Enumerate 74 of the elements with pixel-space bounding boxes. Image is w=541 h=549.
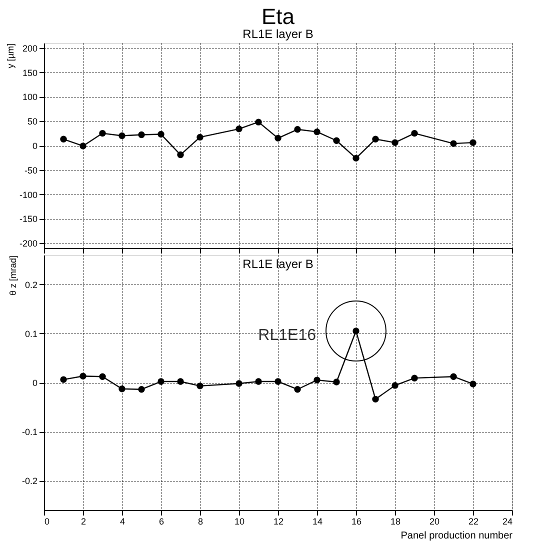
- point: [352, 154, 360, 162]
- point: [177, 151, 184, 158]
- x-tick-label: 18: [390, 516, 401, 526]
- point: [333, 378, 340, 386]
- point: [274, 134, 282, 142]
- y-tick-label: 0.2: [24, 280, 38, 290]
- x-tick-label: 24: [502, 516, 512, 526]
- point: [450, 140, 457, 147]
- point: [60, 376, 67, 383]
- chart-subtitle: RL1E layer B: [242, 27, 314, 41]
- x-tick-label: 20: [429, 516, 440, 526]
- y-tick-label: -0.2: [22, 476, 38, 486]
- point: [314, 376, 320, 384]
- y-tick-label: -0.1: [22, 427, 38, 438]
- point: [138, 131, 145, 138]
- point: [177, 378, 184, 385]
- y-tick-label: -50: [24, 165, 38, 176]
- point: [236, 126, 242, 132]
- y-axis-title: y [µm]: [5, 44, 16, 68]
- x-axis-title: Panel production number: [400, 530, 514, 542]
- point: [352, 328, 360, 334]
- point: [118, 132, 126, 140]
- y-tick-label: -150: [19, 214, 38, 224]
- y-tick-label: 100: [22, 92, 38, 102]
- x-tick-label: 12: [273, 516, 284, 526]
- point: [158, 130, 164, 138]
- point: [236, 380, 242, 387]
- x-tick-label: 0: [44, 516, 50, 526]
- point: [255, 118, 262, 126]
- annotation: RL1E16: [258, 327, 316, 344]
- x-tick-label: 10: [234, 516, 245, 526]
- point: [118, 386, 126, 392]
- x-tick-label: 2: [80, 516, 86, 526]
- x-tick-label: 22: [468, 516, 479, 526]
- point: [294, 126, 301, 133]
- point: [196, 382, 204, 390]
- point: [158, 378, 164, 385]
- point: [99, 373, 106, 380]
- point: [274, 378, 282, 385]
- point: [470, 139, 476, 146]
- point: [372, 396, 379, 403]
- y-tick-label: 0.1: [24, 328, 38, 339]
- chart-title: RL1E layer B: [242, 257, 314, 271]
- point: [294, 386, 301, 393]
- chart-title: Eta: [261, 4, 296, 29]
- point: [314, 128, 320, 136]
- y-tick-label: 0: [32, 141, 38, 151]
- y-tick-label: 0: [32, 378, 38, 388]
- point: [80, 142, 86, 150]
- y-tick-label: 50: [27, 116, 38, 127]
- point: [196, 134, 204, 141]
- point: [392, 382, 398, 389]
- point: [60, 136, 67, 142]
- y-axis-title: θ z [mrad]: [8, 256, 18, 296]
- point: [138, 386, 145, 393]
- y-tick-label: -100: [19, 190, 38, 200]
- x-tick-label: 16: [351, 516, 362, 526]
- x-tick-label: 6: [158, 516, 164, 526]
- x-tick-label: 4: [120, 516, 126, 526]
- point: [411, 130, 418, 137]
- x-tick-label: 14: [312, 516, 323, 526]
- point: [99, 130, 106, 137]
- point: [392, 139, 398, 146]
- y-tick-label: 150: [22, 68, 38, 78]
- x-tick-label: 8: [198, 516, 204, 526]
- y-tick-label: 200: [22, 43, 38, 54]
- point: [450, 373, 457, 380]
- point: [411, 374, 418, 382]
- point: [372, 136, 379, 142]
- point: [255, 378, 262, 385]
- point: [470, 380, 476, 388]
- point: [333, 137, 340, 144]
- point: [80, 372, 86, 380]
- y-tick-label: -200: [19, 238, 38, 249]
